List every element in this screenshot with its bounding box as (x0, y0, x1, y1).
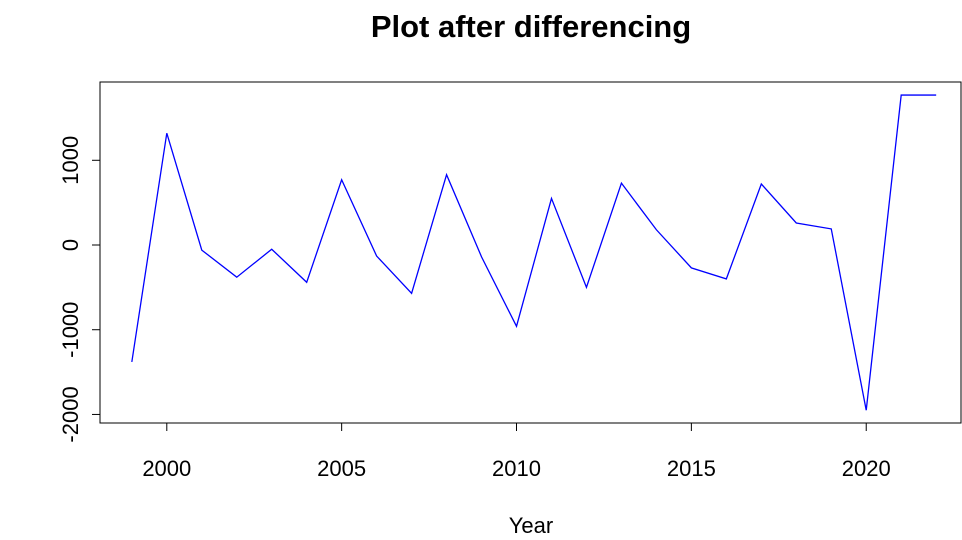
plot-box (99, 81, 962, 424)
y-tick-label: 1000 (58, 136, 83, 185)
y-tick-label: -1000 (58, 302, 83, 358)
x-tick-label: 2010 (492, 456, 541, 481)
x-tick-label: 2020 (842, 456, 891, 481)
data-line (131, 94, 937, 411)
x-axis-label: Year (509, 513, 553, 538)
x-tick-label: 2000 (142, 456, 191, 481)
x-tick-label: 2015 (667, 456, 716, 481)
y-tick-label: -2000 (58, 386, 83, 442)
chart-title: Plot after differencing (371, 9, 691, 44)
x-tick-label: 2005 (317, 456, 366, 481)
y-tick-label: 0 (58, 239, 83, 251)
